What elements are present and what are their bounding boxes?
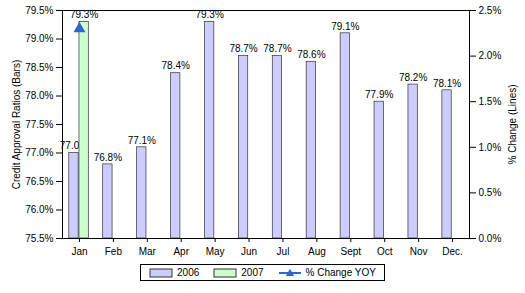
svg-text:Sept: Sept [341, 246, 362, 257]
svg-text:79.3%: 79.3% [70, 9, 99, 21]
svg-text:Credit Approval Ratios (Bars): Credit Approval Ratios (Bars) [11, 60, 22, 190]
svg-text:2.0%: 2.0% [479, 50, 502, 61]
svg-text:76.5%: 76.5% [25, 176, 53, 187]
html-text:% Change YOY: % Change YOY [305, 267, 376, 278]
svg-text:0.0%: 0.0% [479, 233, 502, 244]
svg-text:79.5%: 79.5% [25, 5, 53, 16]
svg-text:Jun: Jun [241, 246, 257, 257]
html-text:2007: 2007 [241, 267, 264, 278]
svg-text:75.5%: 75.5% [25, 233, 53, 244]
svg-text:Jan: Jan [71, 246, 87, 257]
svg-text:Apr: Apr [173, 246, 189, 257]
svg-text:0.5%: 0.5% [479, 187, 502, 198]
svg-text:2.5%: 2.5% [479, 5, 502, 16]
svg-text:78.7%: 78.7% [263, 43, 291, 54]
svg-text:77.0%: 77.0% [59, 140, 89, 152]
svg-text:78.0%: 78.0% [25, 90, 53, 101]
svg-text:Nov: Nov [410, 246, 428, 257]
svg-text:77.5%: 77.5% [25, 119, 53, 130]
svg-text:78.4%: 78.4% [162, 60, 190, 71]
svg-text:Oct: Oct [377, 246, 393, 257]
svg-text:78.6%: 78.6% [297, 49, 325, 60]
svg-text:77.1%: 77.1% [128, 135, 156, 146]
svg-text:79.3%: 79.3% [195, 9, 224, 21]
svg-text:78.1%: 78.1% [433, 78, 461, 89]
svg-text:77.0%: 77.0% [25, 147, 53, 158]
svg-text:77.9%: 77.9% [365, 89, 393, 100]
svg-text:1.5%: 1.5% [479, 96, 502, 107]
svg-text:76.8%: 76.8% [94, 152, 122, 163]
svg-text:Dec.: Dec. [442, 246, 463, 257]
html-text:2006: 2006 [177, 267, 200, 278]
svg-text:Aug: Aug [308, 246, 326, 257]
svg-text:79.1%: 79.1% [331, 21, 359, 32]
svg-text:76.0%: 76.0% [25, 204, 53, 215]
svg-text:% Change (Lines): % Change (Lines) [507, 84, 518, 164]
svg-text:Feb: Feb [105, 246, 123, 257]
svg-text:78.7%: 78.7% [229, 43, 257, 54]
svg-text:79.0%: 79.0% [25, 33, 53, 44]
svg-text:May: May [206, 246, 225, 257]
svg-text:Mar: Mar [139, 246, 157, 257]
svg-text:Jul: Jul [277, 246, 290, 257]
svg-text:1.0%: 1.0% [479, 142, 502, 153]
svg-text:78.5%: 78.5% [25, 62, 53, 73]
svg-text:78.2%: 78.2% [399, 72, 427, 83]
